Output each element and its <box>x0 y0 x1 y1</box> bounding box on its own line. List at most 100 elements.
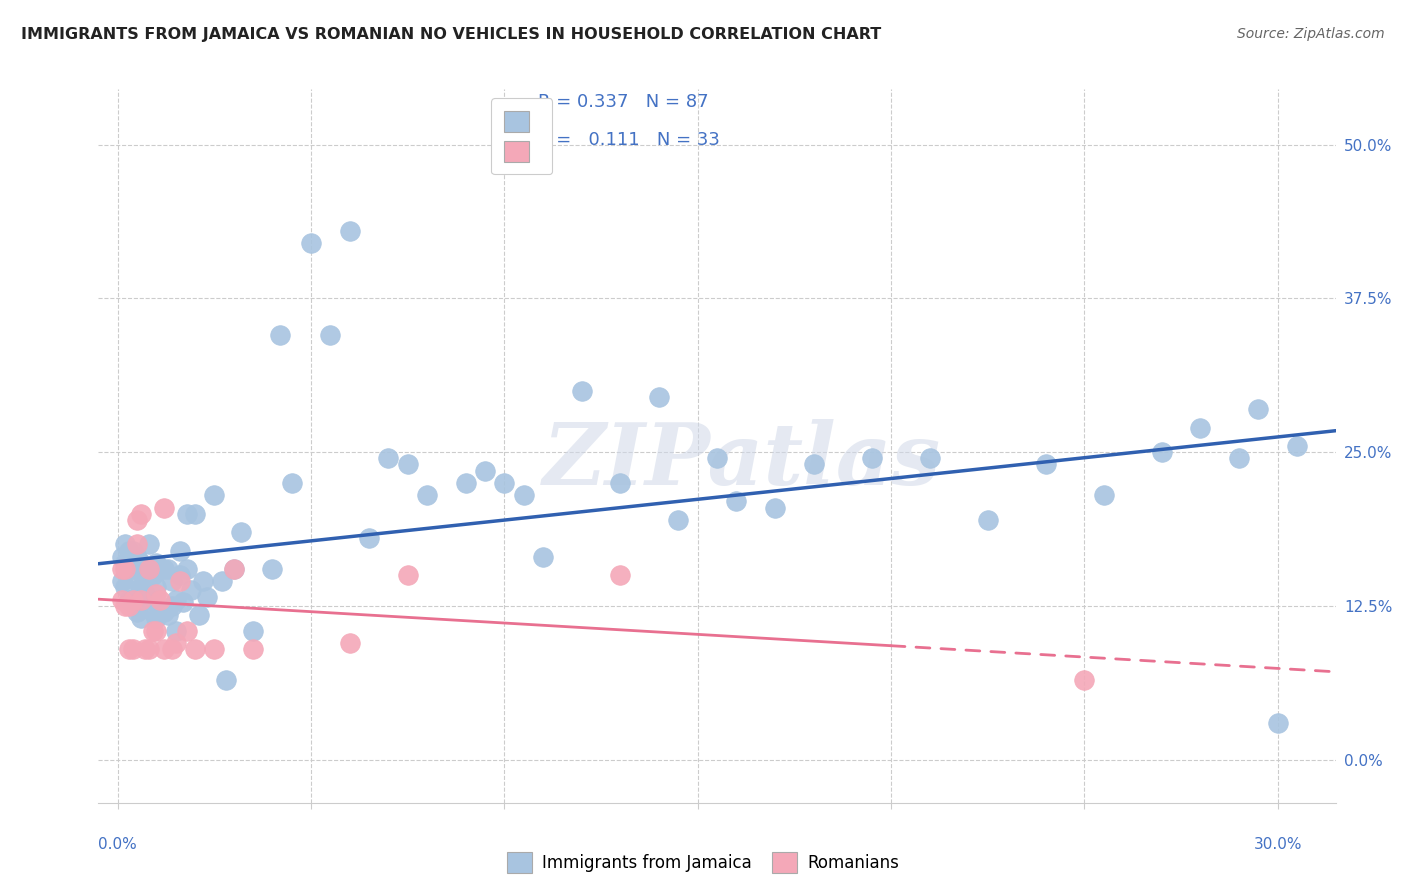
Point <box>609 568 631 582</box>
Point <box>111 562 134 576</box>
Point <box>666 513 689 527</box>
Point <box>149 592 172 607</box>
Point <box>215 673 238 687</box>
Point <box>138 642 160 657</box>
Point <box>176 507 198 521</box>
Point <box>129 581 152 595</box>
Point <box>396 568 419 582</box>
Point <box>149 562 172 576</box>
Point <box>1073 673 1095 687</box>
Point <box>111 592 134 607</box>
Point <box>1286 439 1309 453</box>
Point <box>976 513 998 527</box>
Legend: Immigrants from Jamaica, Romanians: Immigrants from Jamaica, Romanians <box>501 846 905 880</box>
Point <box>145 587 167 601</box>
Point <box>141 605 165 619</box>
Point <box>138 592 160 607</box>
Point <box>127 574 149 589</box>
Point <box>571 384 593 398</box>
Point <box>141 568 165 582</box>
Point <box>339 636 361 650</box>
Point <box>138 537 160 551</box>
Point <box>111 549 134 564</box>
Point <box>122 543 145 558</box>
Point <box>157 607 180 622</box>
Point <box>1150 445 1173 459</box>
Point <box>191 574 214 589</box>
Point <box>122 592 145 607</box>
Point <box>648 390 671 404</box>
Point <box>416 488 439 502</box>
Point <box>1035 458 1057 472</box>
Point <box>281 475 304 490</box>
Point <box>122 642 145 657</box>
Point <box>706 451 728 466</box>
Point <box>118 599 141 613</box>
Point <box>114 562 136 576</box>
Point <box>118 592 141 607</box>
Point <box>269 328 291 343</box>
Point <box>184 507 207 521</box>
Point <box>153 642 176 657</box>
Point <box>454 475 477 490</box>
Point <box>165 636 187 650</box>
Point <box>165 592 187 607</box>
Point <box>1247 402 1270 417</box>
Point <box>1092 488 1115 502</box>
Point <box>165 624 187 638</box>
Point <box>319 328 342 343</box>
Legend: , : , <box>491 98 553 174</box>
Point <box>153 500 176 515</box>
Point <box>377 451 399 466</box>
Point <box>169 574 191 589</box>
Text: R = 0.337   N = 87: R = 0.337 N = 87 <box>537 93 709 111</box>
Point <box>222 562 245 576</box>
Point <box>145 611 167 625</box>
Point <box>173 595 195 609</box>
Point <box>129 507 152 521</box>
Point <box>118 562 141 576</box>
Point <box>129 592 152 607</box>
Point <box>114 599 136 613</box>
Point <box>138 562 160 576</box>
Point <box>531 549 554 564</box>
Point <box>160 642 183 657</box>
Point <box>918 451 941 466</box>
Point <box>242 642 264 657</box>
Point <box>299 235 322 250</box>
Point <box>359 531 381 545</box>
Point <box>127 513 149 527</box>
Point <box>169 543 191 558</box>
Point <box>141 624 165 638</box>
Point <box>242 624 264 638</box>
Point <box>803 458 825 472</box>
Point <box>176 562 198 576</box>
Point <box>204 642 226 657</box>
Point <box>127 537 149 551</box>
Point <box>118 543 141 558</box>
Point <box>231 525 253 540</box>
Point <box>118 642 141 657</box>
Text: Source: ZipAtlas.com: Source: ZipAtlas.com <box>1237 27 1385 41</box>
Text: 0.0%: 0.0% <box>98 837 138 852</box>
Point <box>122 592 145 607</box>
Point <box>129 611 152 625</box>
Point <box>188 607 211 622</box>
Point <box>114 556 136 570</box>
Point <box>114 537 136 551</box>
Point <box>160 574 183 589</box>
Point <box>860 451 883 466</box>
Point <box>176 624 198 638</box>
Point <box>195 591 218 605</box>
Point <box>145 624 167 638</box>
Point <box>122 562 145 576</box>
Point <box>127 605 149 619</box>
Point <box>169 568 191 582</box>
Point <box>134 562 156 576</box>
Point <box>222 562 245 576</box>
Point <box>513 488 536 502</box>
Point <box>725 494 748 508</box>
Point <box>134 642 156 657</box>
Point <box>134 587 156 601</box>
Point <box>129 556 152 570</box>
